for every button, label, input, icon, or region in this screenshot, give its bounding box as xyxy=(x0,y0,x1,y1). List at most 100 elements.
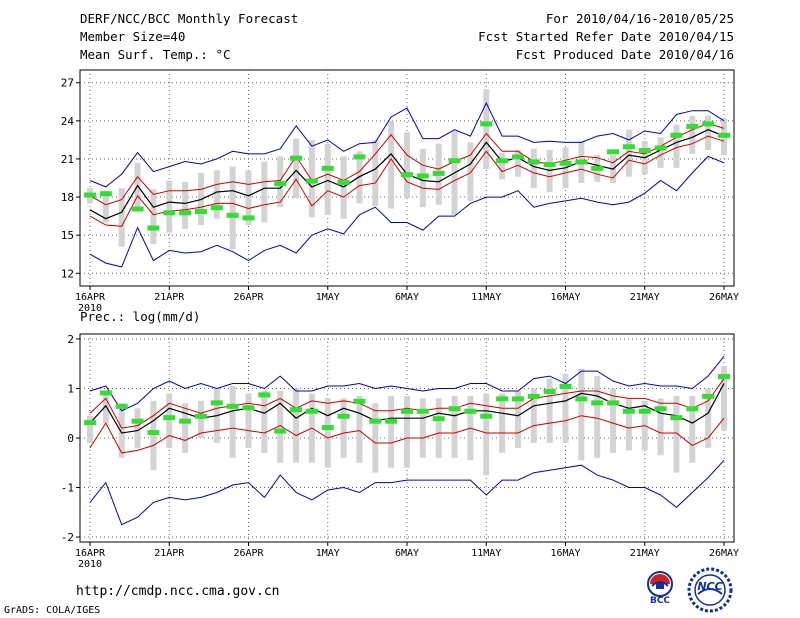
spread-box xyxy=(530,388,537,443)
start-date: Fcst Started Refer Date 2010/04/15 xyxy=(478,29,734,44)
precip-panel-title: Prec.: log(mm/d) xyxy=(80,309,201,324)
spread-box xyxy=(499,393,506,453)
x-tick-label: 11MAY xyxy=(471,548,501,559)
observed-marker xyxy=(210,205,223,211)
bcc-logo-text: BCC xyxy=(649,596,671,606)
y-tick-label: 27 xyxy=(61,77,74,90)
spread-box xyxy=(451,395,458,458)
x-tick-label: 21MAY xyxy=(630,292,660,303)
y-tick-label: -1 xyxy=(61,482,74,495)
observed-marker xyxy=(496,158,509,164)
spread-box xyxy=(514,150,521,177)
spread-box xyxy=(150,400,157,471)
spread-box xyxy=(372,139,379,206)
spread-box xyxy=(102,393,109,424)
observed-marker xyxy=(575,396,588,402)
observed-marker xyxy=(670,415,683,421)
observed-marker xyxy=(654,145,667,151)
spread-box xyxy=(483,89,490,170)
observed-marker xyxy=(99,191,112,197)
spread-box xyxy=(467,142,474,201)
max-series-line xyxy=(89,101,725,188)
x-tick-label: 26MAY xyxy=(709,548,739,559)
precipitation-panel: -2 -1 0 1 2 16APR 21APR 26APR 1MAY 6MAY 11MAY 16MAY… xyxy=(61,333,739,570)
observed-marker xyxy=(321,165,334,171)
observed-marker xyxy=(702,121,715,127)
x-tick-label: 26APR xyxy=(233,548,264,559)
spread-box xyxy=(689,395,696,463)
observed-marker xyxy=(147,430,160,436)
observed-marker xyxy=(527,393,540,399)
spread-box xyxy=(150,189,157,245)
x-tick-label: 16MAY xyxy=(550,292,580,303)
spread-box xyxy=(610,388,617,453)
spread-box xyxy=(245,393,252,448)
observed-marker xyxy=(131,206,144,212)
variable-label: Mean Surf. Temp.: °C xyxy=(80,47,231,62)
spread-box xyxy=(514,390,521,448)
observed-marker xyxy=(702,393,715,399)
min-series-line xyxy=(89,155,725,268)
y-tick-label: 2 xyxy=(67,333,74,346)
y-tick-label: 21 xyxy=(61,153,74,166)
spread-box xyxy=(134,408,141,448)
observed-marker xyxy=(226,403,239,409)
spread-box xyxy=(213,170,220,219)
spread-box xyxy=(388,395,395,468)
spread-box xyxy=(229,386,236,458)
x-tick-label: 16APR xyxy=(75,548,106,559)
observed-marker xyxy=(432,170,445,176)
x-tick-label: 1MAY xyxy=(316,548,340,559)
temperature-panel: 12 15 18 21 24 27 16APR 21APR 26APR 1MAY 6MAY 11MAY… xyxy=(61,69,739,314)
observed-marker xyxy=(718,132,730,138)
spread-box xyxy=(229,166,236,250)
spread-box xyxy=(657,137,664,168)
observed-marker xyxy=(242,405,255,411)
spread-box xyxy=(705,115,712,151)
observed-marker xyxy=(290,155,303,161)
spread-box xyxy=(102,190,109,223)
ncc-logo-icon xyxy=(687,567,733,613)
observed-marker xyxy=(464,408,477,414)
spread-box xyxy=(404,395,410,468)
spread-box xyxy=(261,161,268,223)
min-series-line xyxy=(89,459,725,526)
spread-box xyxy=(87,415,93,443)
spread-box xyxy=(356,395,363,463)
observed-marker xyxy=(84,420,96,426)
spread-box xyxy=(182,181,189,229)
observed-marker xyxy=(258,392,271,398)
spread-box xyxy=(673,395,680,473)
bcc-logo-icon xyxy=(647,571,673,597)
y-tick-label: 24 xyxy=(61,115,75,128)
spread-box xyxy=(293,138,300,199)
observed-marker xyxy=(337,413,350,419)
chart-title: DERF/NCC/BCC Monthly Forecast xyxy=(80,11,299,26)
observed-marker xyxy=(686,123,699,129)
member-size-label: Member Size=40 xyxy=(80,29,186,44)
x-tick-label: 16MAY xyxy=(550,548,580,559)
spread-box xyxy=(293,388,300,463)
observed-marker xyxy=(670,132,683,138)
max-series-line xyxy=(89,355,725,412)
observed-marker xyxy=(432,416,445,422)
y-tick-label: -2 xyxy=(61,531,74,544)
spread-box xyxy=(625,398,632,451)
observed-marker xyxy=(401,172,413,178)
observed-marker xyxy=(622,144,635,150)
observed-marker xyxy=(416,173,429,179)
spread-box xyxy=(166,180,173,233)
upper-series-line xyxy=(89,378,725,429)
observed-marker xyxy=(559,160,572,166)
observed-marker xyxy=(194,413,207,419)
observed-marker xyxy=(591,400,604,406)
observed-marker xyxy=(622,408,635,414)
source-url[interactable]: http://cmdp.ncc.cma.gov.cn xyxy=(76,584,280,599)
grads-credit: GrADS: COLA/IGES xyxy=(4,605,101,616)
observed-marker xyxy=(305,408,318,414)
spread-box xyxy=(530,148,537,189)
observed-marker xyxy=(353,154,366,160)
observed-marker xyxy=(290,407,303,413)
observed-marker xyxy=(559,384,572,389)
x-tick-label: 26APR xyxy=(233,292,264,303)
